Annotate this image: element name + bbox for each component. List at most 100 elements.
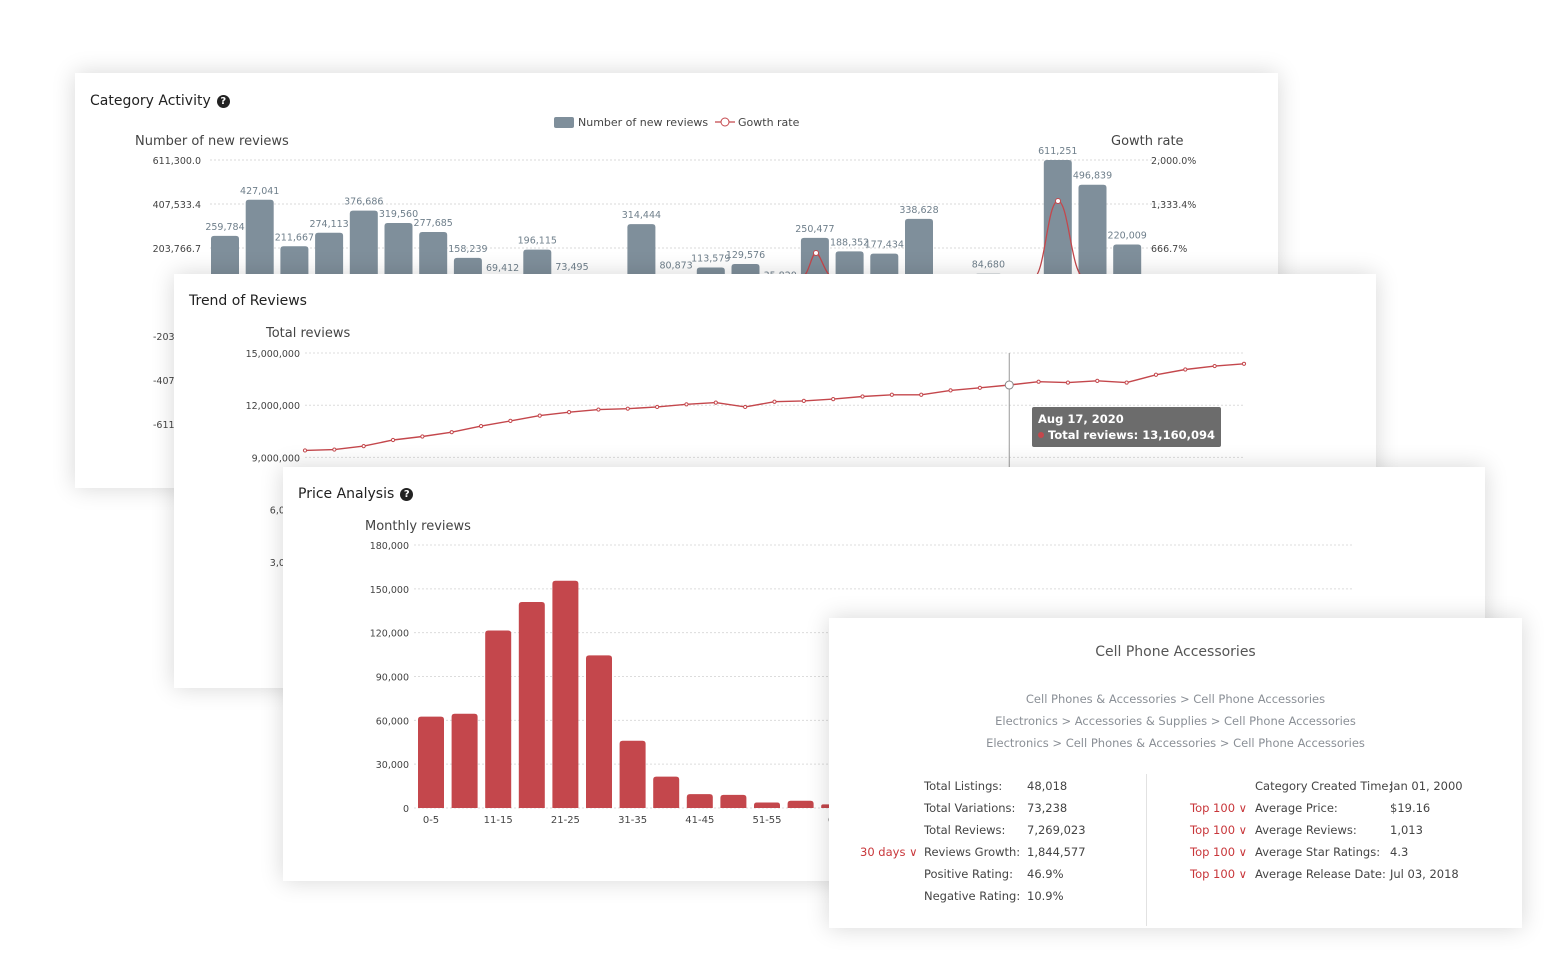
category-name: Cell Phone Accessories [1095,644,1256,660]
x-tick-label: 0-5 [423,815,439,826]
data-label: 129,576 [726,250,765,261]
y-tick-label: -203 [153,332,175,343]
question-circle-icon[interactable]: ? [216,95,230,108]
data-point [1004,380,1014,390]
bar [384,222,413,283]
data-point [1212,363,1217,369]
stat-label: Average Reviews: [1255,823,1357,837]
data-label: 113,579 [691,253,730,264]
price-analysis-title: Price Analysis [298,486,395,502]
data-point [449,430,454,435]
legend-marker-growth [720,117,730,127]
category-path-link[interactable]: Electronics > Accessories & Supplies > C… [995,714,1356,728]
data-label: 211,667 [275,232,314,243]
bar [1043,160,1072,283]
category-path-link[interactable]: Electronics > Cell Phones & Accessories … [986,736,1365,750]
stats-divider [1146,774,1147,926]
data-label: 250,477 [795,224,834,235]
data-point [420,434,425,439]
stat-label: Total Reviews: [924,823,1006,837]
stat-value: 7,269,023 [1027,823,1086,837]
data-point [831,397,836,402]
data-point [478,423,484,429]
data-point [772,399,777,404]
stat-label: Total Listings: [924,779,1003,793]
data-label: 611,251 [1038,146,1077,157]
bar [1078,184,1107,283]
top-n-dropdown[interactable]: Top 100 ∨ [1190,867,1248,881]
stat-value: 73,238 [1027,801,1068,815]
top-n-dropdown[interactable]: Top 100 ∨ [1190,823,1248,837]
y-tick-label: 150,000 [370,585,409,596]
data-label: 427,041 [240,186,279,197]
tooltip-series: Total reviews: 13,160,094 [1038,427,1215,443]
data-label: 496,839 [1073,171,1112,182]
y-axis-title: Monthly reviews [365,519,471,534]
data-point [1065,380,1071,385]
top-n-dropdown[interactable]: Top 100 ∨ [1190,801,1248,815]
data-label: 84,680 [972,260,1005,271]
data-point [889,392,894,397]
card-title: Category Activity? [90,93,230,109]
y-tick-label: 15,000,000 [246,349,300,360]
data-label: 274,113 [309,219,348,230]
period-dropdown[interactable]: 30 days ∨ [860,845,918,859]
y-tick-label: 12,000,000 [246,401,300,412]
trend-of-reviews-title: Trend of Reviews [189,293,307,309]
data-point [625,406,630,411]
data-point [537,413,542,418]
data-label: 69,412 [486,263,519,274]
bar [518,601,545,808]
y-tick-label: 407,533.4 [153,200,201,211]
top-n-dropdown[interactable]: Top 100 ∨ [1190,845,1248,859]
data-point [1153,372,1159,377]
growth-point [1055,198,1061,204]
tooltip-date: Aug 17, 2020 [1038,412,1124,426]
data-point [801,398,806,403]
category-path-link[interactable]: Cell Phones & Accessories > Cell Phone A… [1025,692,1326,706]
bar [619,740,646,808]
y-right-axis-title: Gowth rate [1111,134,1184,149]
bar [315,232,344,283]
data-label: 220,009 [1108,230,1147,241]
data-point [302,448,308,453]
data-label: 259,784 [205,222,244,233]
data-label: 338,628 [899,205,938,216]
data-label: 376,686 [344,197,383,208]
stat-label: Negative Rating: [924,889,1021,903]
data-point [566,410,572,415]
stat-label: Category Created Time: [1255,779,1393,793]
stat-label: Average Price: [1255,801,1338,815]
y-tick-label: 203,766.7 [153,244,201,255]
y-right-tick-label: 1,333.4% [1151,200,1196,211]
legend-swatch-reviews [554,117,574,128]
data-label: 80,873 [659,261,692,272]
y-tick-label: -611 [153,420,175,431]
data-point [1124,380,1129,385]
bar [720,794,747,808]
data-point [1095,378,1100,383]
bar [451,713,478,808]
legend-label: Gowth rate [738,116,800,129]
question-circle-icon[interactable]: ? [400,488,414,501]
bar [418,716,444,808]
stat-value: $19.16 [1390,801,1431,815]
bar [586,655,612,808]
data-label: 319,560 [379,209,418,220]
stat-value: 10.9% [1027,889,1064,903]
data-point [743,404,748,410]
stat-label: Total Variations: [924,801,1016,815]
y-axis-title: Total reviews [265,326,350,341]
bar [800,237,829,283]
data-point [713,400,718,405]
bar [552,580,579,808]
stat-value: 1,844,577 [1027,845,1086,859]
bar [905,218,933,283]
data-label: 314,444 [622,210,661,221]
bar [245,199,274,283]
data-point [860,394,865,399]
x-tick-label: 51-55 [752,815,781,826]
stat-value: 1,013 [1390,823,1423,837]
chart-tooltip: Aug 17, 2020 Total reviews: 13,160,094 [1032,407,1221,447]
growth-point [813,250,819,256]
